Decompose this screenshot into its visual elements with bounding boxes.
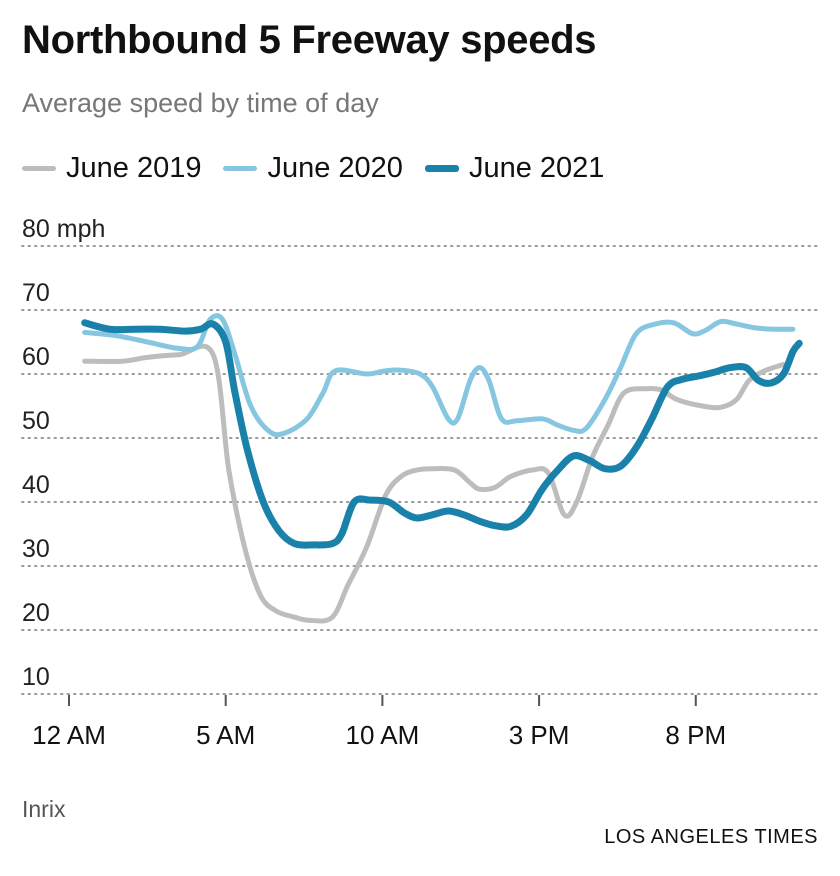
chart-title: Northbound 5 Freeway speeds	[22, 18, 597, 62]
chart-subtitle: Average speed by time of day	[22, 88, 379, 118]
x-tick-label-10: 10 AM	[346, 720, 420, 750]
series-line-june-2020	[82, 313, 796, 438]
x-axis: 12 AM 5 AM 10 AM 3 PM 8 PM	[32, 695, 726, 750]
credit-line: LOS ANGELES TIMES	[604, 826, 818, 848]
series-line-june-2019	[82, 343, 786, 624]
x-tick-label-5: 5 AM	[196, 720, 255, 750]
legend-item-2020: June 2020	[223, 152, 403, 185]
y-tick-label-20: 20	[22, 599, 50, 627]
source-note: Inrix	[22, 796, 66, 822]
y-tick-label-10: 10	[22, 663, 50, 691]
y-tick-label-70: 70	[22, 279, 50, 307]
legend-label-2020: June 2020	[267, 152, 403, 184]
legend-label-2019: June 2019	[66, 152, 202, 184]
x-tick-label-0: 12 AM	[32, 720, 106, 750]
series-lines	[81, 313, 803, 624]
x-tick-label-15: 3 PM	[509, 720, 570, 750]
legend-swatch-2021	[424, 165, 459, 172]
legend-label-2021: June 2021	[468, 152, 605, 184]
legend-swatch-2019	[22, 166, 56, 171]
legend-item-2019: June 2019	[22, 152, 201, 185]
y-tick-label-60: 60	[22, 343, 50, 371]
y-axis-labels: 80 mph 70 60 50 40 30 20 10	[22, 215, 105, 691]
y-tick-label-30: 30	[22, 535, 50, 563]
y-tick-label-80: 80 mph	[22, 215, 105, 243]
legend-item-2021: June 2021	[424, 152, 605, 185]
y-tick-label-50: 50	[22, 407, 50, 435]
series-line-june-2021	[81, 319, 803, 549]
y-tick-label-40: 40	[22, 471, 50, 499]
legend-swatch-2020	[223, 166, 258, 171]
legend: June 2019 June 2020 June 2021	[22, 152, 626, 185]
x-tick-label-20: 8 PM	[665, 720, 726, 750]
